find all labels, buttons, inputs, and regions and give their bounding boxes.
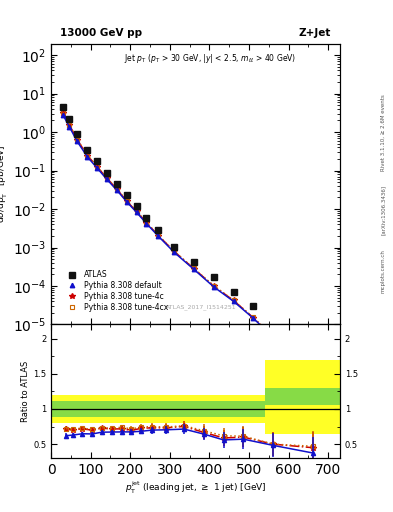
Pythia 8.308 default: [330, 383, 335, 389]
Pythia 8.308 tune-4c: [251, 314, 256, 321]
Pythia 8.308 tune-4cx: [75, 137, 79, 143]
Pythia 8.308 default: [114, 187, 119, 193]
Text: mcplots.cern.ch: mcplots.cern.ch: [381, 249, 386, 293]
Pythia 8.308 tune-4cx: [290, 352, 295, 358]
ATLAS: [134, 203, 139, 209]
Pythia 8.308 tune-4cx: [61, 109, 65, 115]
Pythia 8.308 tune-4cx: [156, 232, 161, 238]
Pythia 8.308 tune-4c: [114, 186, 119, 192]
Pythia 8.308 tune-4c: [191, 266, 196, 272]
Pythia 8.308 tune-4c: [211, 283, 216, 289]
Pythia 8.308 default: [95, 165, 99, 171]
ATLAS: [67, 116, 72, 122]
Line: Pythia 8.308 tune-4c: Pythia 8.308 tune-4c: [60, 110, 335, 389]
ATLAS: [105, 169, 109, 176]
Pythia 8.308 tune-4cx: [231, 297, 236, 303]
Pythia 8.308 default: [61, 112, 65, 118]
ATLAS: [231, 289, 236, 295]
Text: ATLAS_2017_I1514251: ATLAS_2017_I1514251: [166, 305, 237, 310]
ATLAS: [191, 259, 196, 265]
Line: Pythia 8.308 default: Pythia 8.308 default: [61, 113, 335, 388]
Pythia 8.308 default: [124, 199, 129, 205]
Pythia 8.308 default: [105, 176, 109, 182]
Pythia 8.308 tune-4c: [172, 248, 176, 254]
Pythia 8.308 tune-4cx: [95, 163, 99, 169]
Pythia 8.308 tune-4c: [231, 297, 236, 304]
Pythia 8.308 tune-4cx: [85, 152, 90, 158]
Pythia 8.308 tune-4cx: [211, 283, 216, 289]
Text: Z+Jet: Z+Jet: [299, 28, 331, 38]
Pythia 8.308 tune-4cx: [134, 208, 139, 214]
ATLAS: [95, 158, 99, 164]
Pythia 8.308 tune-4cx: [144, 219, 149, 225]
ATLAS: [61, 104, 65, 110]
Pythia 8.308 tune-4c: [124, 198, 129, 204]
ATLAS: [172, 244, 176, 250]
ATLAS: [85, 146, 90, 153]
ATLAS: [156, 227, 161, 233]
Pythia 8.308 default: [211, 284, 216, 290]
Y-axis label: d$\sigma$/dp$_\mathsf{T}^\mathsf{jet}$ [pb/GeV]: d$\sigma$/dp$_\mathsf{T}^\mathsf{jet}$ […: [0, 145, 10, 223]
Pythia 8.308 tune-4cx: [330, 382, 335, 389]
Pythia 8.308 default: [75, 138, 79, 144]
Pythia 8.308 tune-4c: [95, 163, 99, 169]
Pythia 8.308 tune-4cx: [251, 314, 256, 321]
Pythia 8.308 tune-4c: [134, 208, 139, 215]
Pythia 8.308 default: [67, 123, 72, 130]
Pythia 8.308 tune-4c: [156, 232, 161, 239]
Pythia 8.308 tune-4c: [144, 220, 149, 226]
Pythia 8.308 tune-4c: [75, 137, 79, 143]
Pythia 8.308 tune-4cx: [114, 185, 119, 191]
Pythia 8.308 tune-4cx: [124, 198, 129, 204]
Pythia 8.308 tune-4c: [330, 382, 335, 389]
ATLAS: [290, 337, 295, 343]
Pythia 8.308 default: [144, 221, 149, 227]
Pythia 8.308 tune-4cx: [105, 175, 109, 181]
Pythia 8.308 tune-4c: [85, 153, 90, 159]
Pythia 8.308 default: [290, 353, 295, 359]
Legend: ATLAS, Pythia 8.308 default, Pythia 8.308 tune-4c, Pythia 8.308 tune-4cx: ATLAS, Pythia 8.308 default, Pythia 8.30…: [61, 267, 172, 315]
Text: 13000 GeV pp: 13000 GeV pp: [60, 28, 142, 38]
ATLAS: [211, 274, 216, 280]
ATLAS: [144, 215, 149, 221]
Pythia 8.308 tune-4c: [105, 175, 109, 181]
Line: Pythia 8.308 tune-4cx: Pythia 8.308 tune-4cx: [61, 110, 335, 388]
Pythia 8.308 tune-4cx: [172, 248, 176, 254]
Pythia 8.308 default: [85, 154, 90, 160]
Line: ATLAS: ATLAS: [60, 104, 335, 393]
Pythia 8.308 default: [231, 298, 236, 304]
Text: [arXiv:1306.3436]: [arXiv:1306.3436]: [381, 185, 386, 235]
ATLAS: [114, 180, 119, 186]
ATLAS: [330, 387, 335, 393]
Pythia 8.308 default: [251, 315, 256, 322]
Text: Jet $p_\mathsf{T}$ ($p_\mathsf{T}$ > 30 GeV, $|y|$ < 2.5, $m_{\ell\ell}$ > 40 Ge: Jet $p_\mathsf{T}$ ($p_\mathsf{T}$ > 30 …: [124, 52, 296, 65]
X-axis label: $p_\mathsf{T}^\mathsf{jet}$ (leading jet, $\geq$ 1 jet) [GeV]: $p_\mathsf{T}^\mathsf{jet}$ (leading jet…: [125, 480, 266, 496]
Pythia 8.308 default: [156, 233, 161, 239]
Pythia 8.308 tune-4cx: [191, 265, 196, 271]
Pythia 8.308 default: [191, 266, 196, 272]
Pythia 8.308 default: [172, 249, 176, 255]
Text: Rivet 3.1.10, ≥ 2.6M events: Rivet 3.1.10, ≥ 2.6M events: [381, 95, 386, 172]
Pythia 8.308 default: [134, 209, 139, 216]
ATLAS: [251, 303, 256, 309]
Pythia 8.308 tune-4c: [61, 110, 65, 116]
Y-axis label: Ratio to ATLAS: Ratio to ATLAS: [21, 361, 30, 422]
Pythia 8.308 tune-4c: [290, 353, 295, 359]
Pythia 8.308 tune-4cx: [67, 121, 72, 127]
ATLAS: [75, 131, 79, 137]
ATLAS: [124, 192, 129, 198]
Pythia 8.308 tune-4c: [67, 122, 72, 128]
